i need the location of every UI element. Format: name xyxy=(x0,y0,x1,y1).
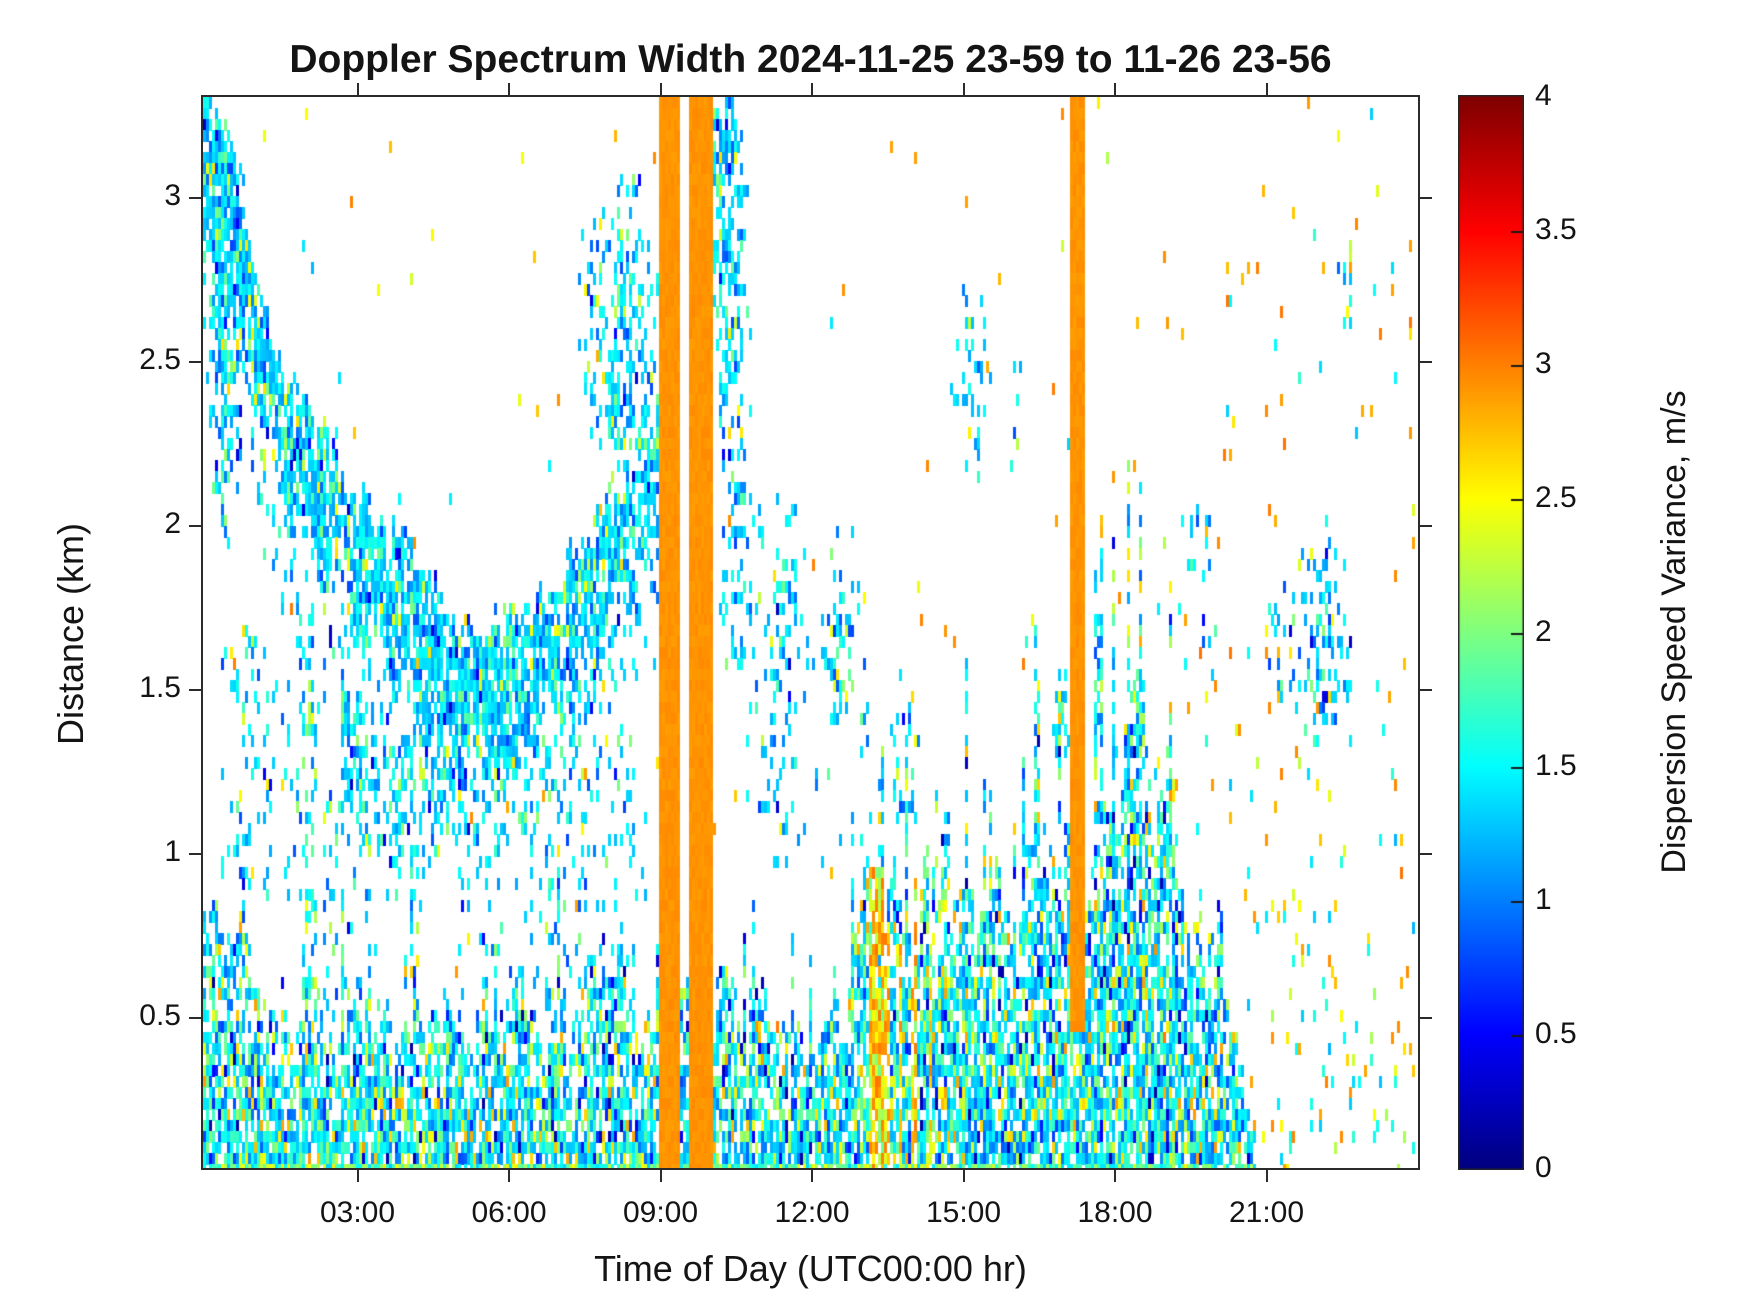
colorbar-tick-label: 2.5 xyxy=(1535,481,1577,514)
colorbar-tick-label: 0 xyxy=(1535,1151,1552,1184)
y-tick-mark-right xyxy=(1420,525,1432,527)
x-tick-mark-top xyxy=(356,83,359,95)
x-tick-mark-bottom xyxy=(508,1170,510,1182)
y-tick-mark-right xyxy=(1420,853,1432,855)
x-tick-mark-top xyxy=(508,83,510,95)
y-tick-mark-left xyxy=(189,853,201,855)
x-tick-label: 09:00 xyxy=(622,1196,699,1229)
x-tick-mark-top xyxy=(1265,83,1268,95)
colorbar-tick-label: 1.5 xyxy=(1535,749,1577,782)
y-tick-label: 2 xyxy=(164,507,181,540)
heatmap-canvas xyxy=(203,97,1418,1168)
y-tick-mark-left xyxy=(189,689,201,691)
x-tick-mark-top xyxy=(811,83,813,95)
x-tick-label: 06:00 xyxy=(471,1196,547,1229)
x-tick-label: 12:00 xyxy=(774,1196,850,1229)
y-tick-label: 1.5 xyxy=(139,671,181,704)
x-tick-mark-bottom xyxy=(659,1170,662,1182)
y-tick-mark-left xyxy=(189,361,201,363)
colorbar-tick-label: 3 xyxy=(1535,347,1552,380)
y-tick-mark-right xyxy=(1420,197,1432,199)
y-tick-label: 3 xyxy=(164,179,181,212)
x-tick-label: 03:00 xyxy=(319,1196,396,1229)
colorbar-canvas xyxy=(1458,95,1524,1170)
y-tick-mark-right xyxy=(1420,361,1432,363)
y-tick-mark-right xyxy=(1420,1017,1432,1019)
x-tick-label: 18:00 xyxy=(1077,1196,1153,1229)
x-tick-label: 21:00 xyxy=(1228,1196,1305,1229)
x-tick-mark-top xyxy=(1114,83,1116,95)
x-tick-mark-bottom xyxy=(962,1170,965,1182)
y-tick-mark-left xyxy=(189,197,201,199)
x-tick-mark-bottom xyxy=(1114,1170,1116,1182)
colorbar-tick-label: 4 xyxy=(1535,79,1552,112)
page-title: Doppler Spectrum Width 2024-11-25 23-59 … xyxy=(289,38,1332,81)
y-axis-label: Distance (km) xyxy=(50,522,91,746)
x-tick-mark-top xyxy=(962,83,965,95)
y-tick-mark-left xyxy=(189,1017,201,1019)
y-tick-label: 2.5 xyxy=(139,343,181,376)
x-tick-mark-top xyxy=(659,83,662,95)
colorbar-tick-label: 1 xyxy=(1535,883,1552,916)
y-tick-mark-left xyxy=(189,525,201,527)
colorbar-tick-label: 0.5 xyxy=(1535,1017,1577,1050)
x-tick-mark-bottom xyxy=(1265,1170,1268,1182)
x-axis-label: Time of Day (UTC00:00 hr) xyxy=(594,1248,1027,1289)
colorbar-tick-label: 3.5 xyxy=(1535,213,1577,246)
y-tick-mark-right xyxy=(1420,689,1432,691)
x-tick-mark-bottom xyxy=(356,1170,359,1182)
colorbar-label: Dispersion Speed Variance, m/s xyxy=(1655,390,1693,874)
y-tick-label: 0.5 xyxy=(139,999,181,1032)
x-tick-label: 15:00 xyxy=(925,1196,1002,1229)
colorbar-tick-label: 2 xyxy=(1535,615,1552,648)
x-tick-mark-bottom xyxy=(811,1170,813,1182)
y-tick-label: 1 xyxy=(164,835,181,868)
